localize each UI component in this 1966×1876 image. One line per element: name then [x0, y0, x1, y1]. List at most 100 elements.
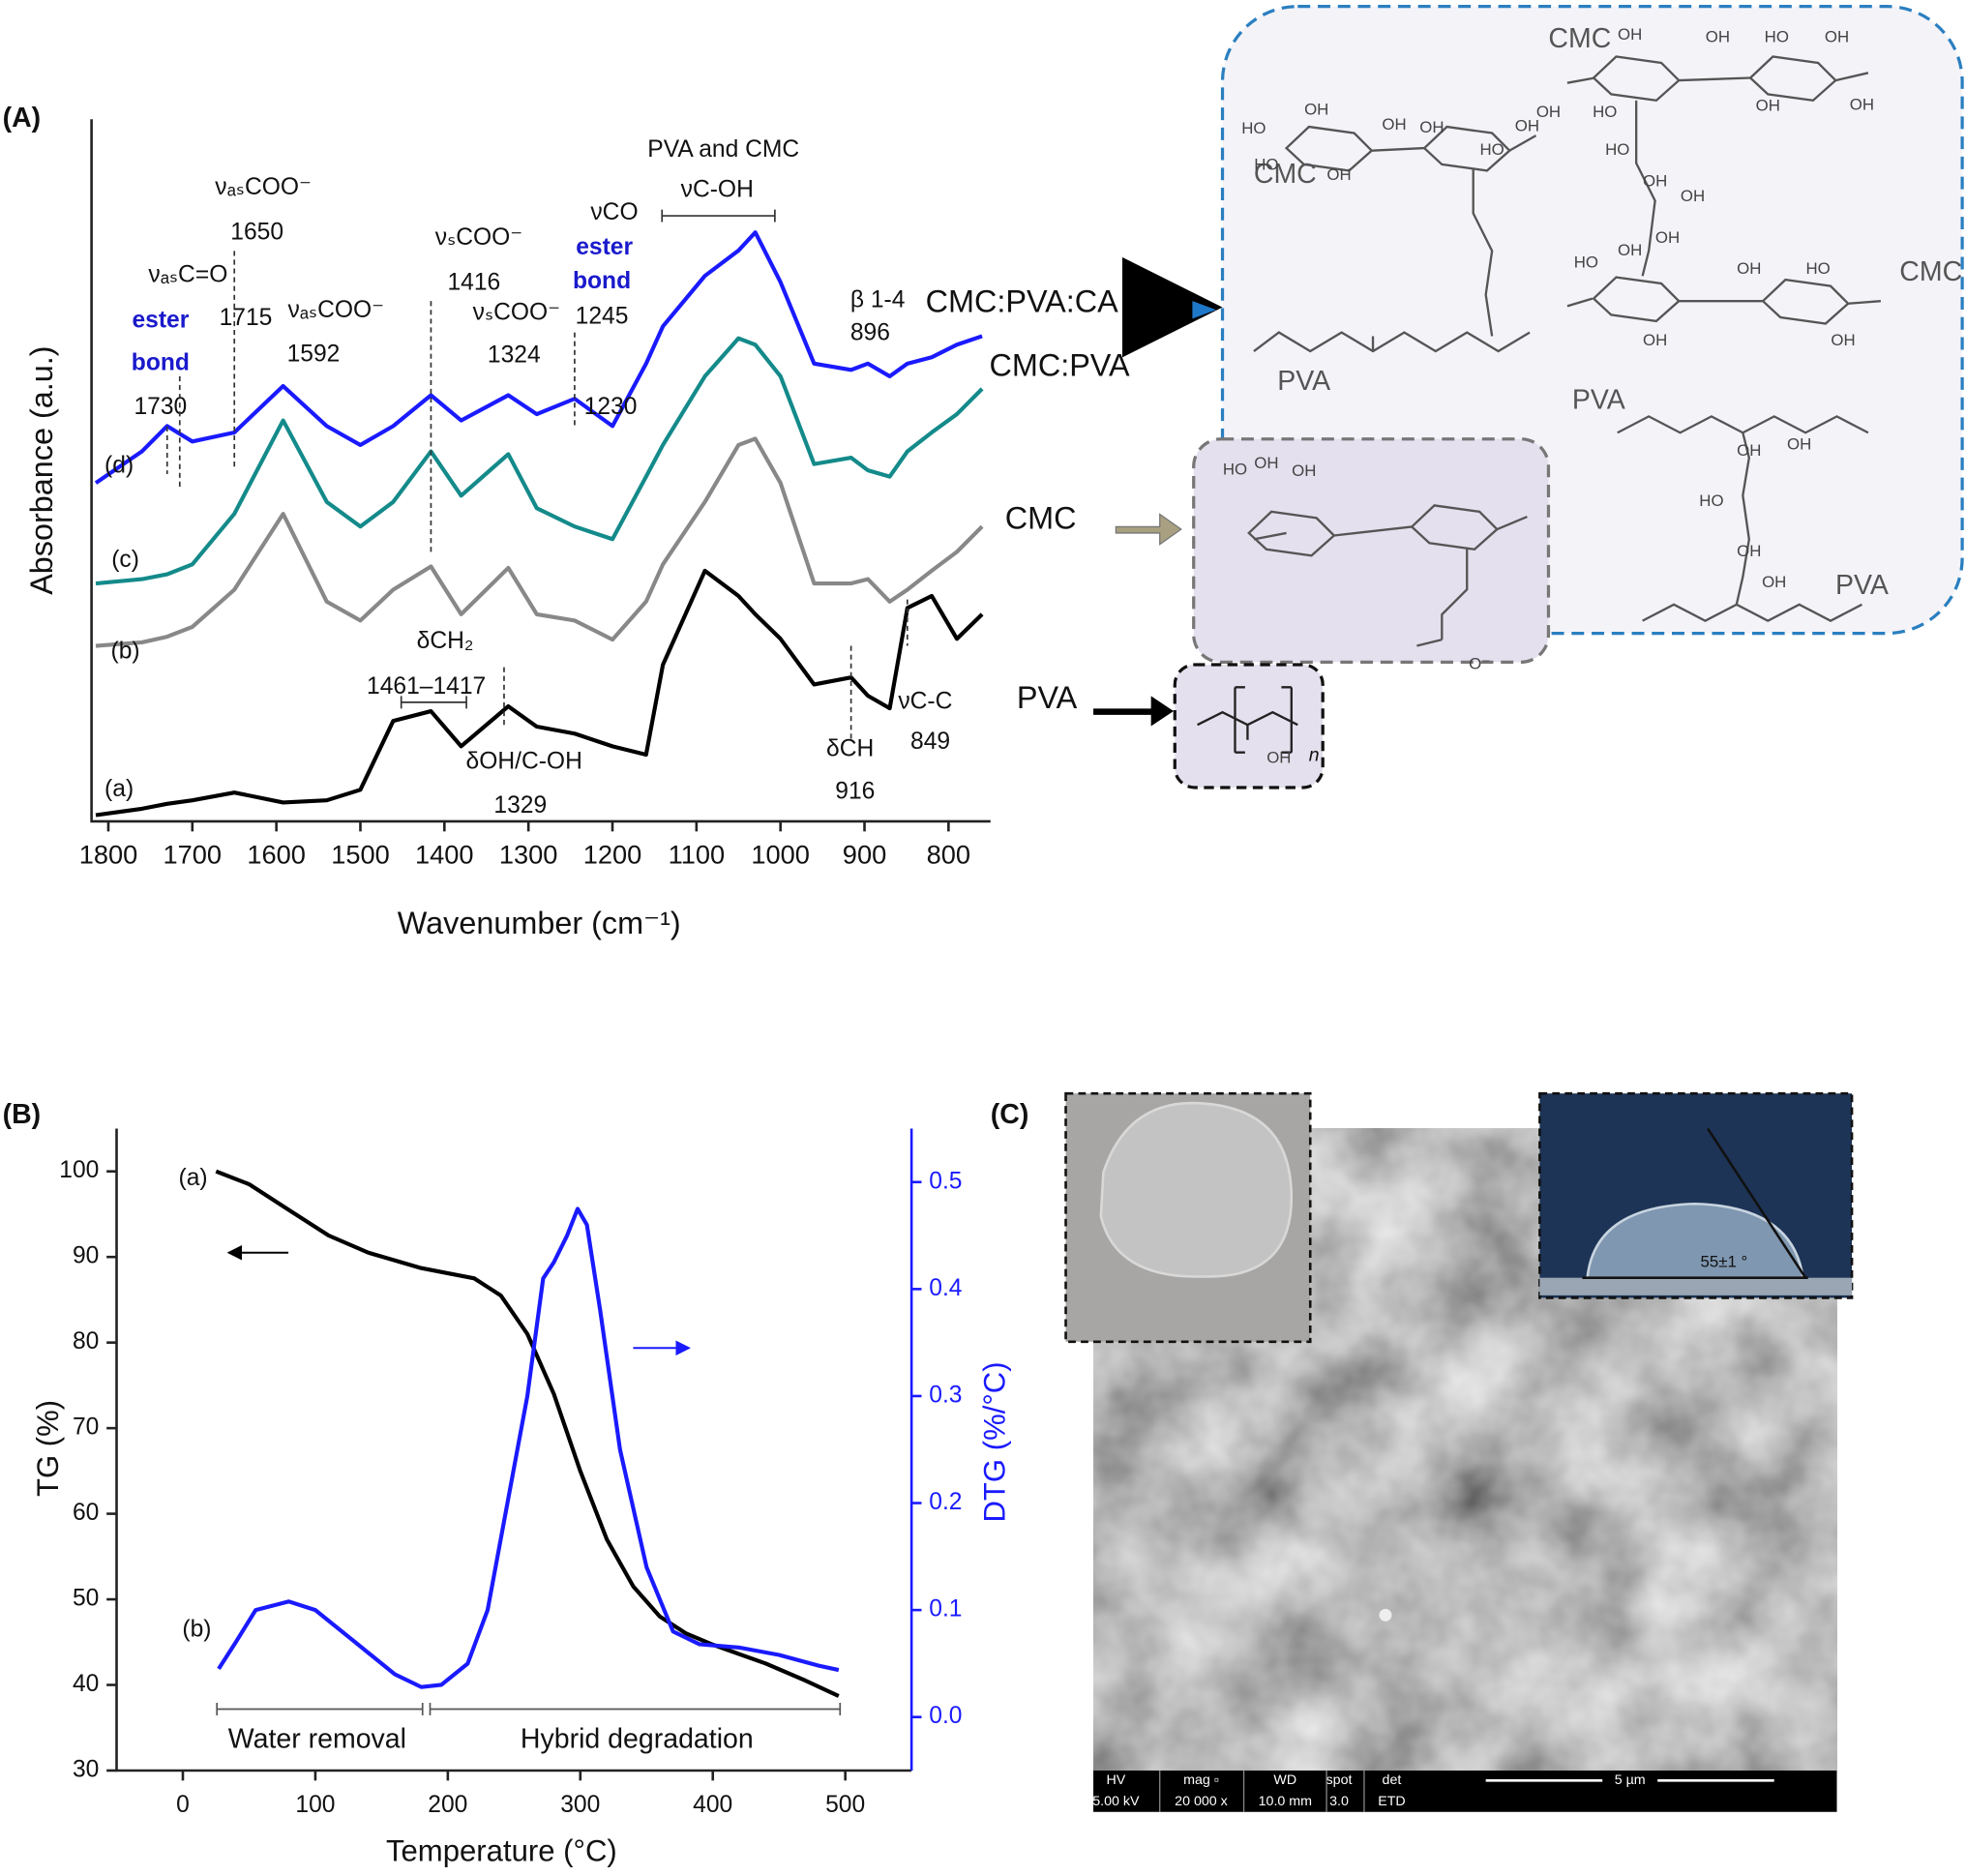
bond: [1371, 169, 1494, 352]
atom-label: OH: [1536, 103, 1561, 121]
scale-bg: [1602, 1772, 1658, 1790]
info-value: 10.0 mm: [1259, 1794, 1312, 1809]
x-tick-label: 200: [428, 1792, 467, 1818]
annotation: δCH: [826, 736, 874, 762]
atom-label: HO: [1699, 491, 1723, 510]
annotation: 1329: [493, 792, 547, 819]
x-tick-label: 1700: [164, 839, 223, 869]
arrow-pva: [1093, 696, 1174, 727]
panel-label: (B): [3, 1099, 42, 1130]
x-tick-label: 1400: [415, 839, 474, 869]
annotation: 1730: [134, 394, 188, 420]
series-line: [95, 568, 984, 818]
annotation: 1715: [220, 305, 273, 331]
annotation: 849: [910, 729, 950, 755]
annotation: 1650: [230, 220, 283, 246]
info-header: WD: [1273, 1772, 1296, 1788]
legend-label: CMC:PVA:CA: [926, 283, 1118, 318]
atom-label: OH: [1254, 454, 1278, 472]
structure-label: PVA: [1572, 384, 1625, 415]
structure-label: CMC: [1548, 23, 1611, 54]
annotation: ester: [132, 307, 189, 333]
annotation: 1324: [488, 342, 541, 369]
structure-label: PVA: [1277, 366, 1330, 397]
series-label: (a): [179, 1165, 208, 1191]
atom-label: OH: [1850, 95, 1874, 113]
y-axis-label: TG (%): [31, 1400, 65, 1497]
y-tick-label: 60: [73, 1500, 99, 1526]
atom-label: OH: [1655, 228, 1680, 247]
structure-label: CMC: [1254, 159, 1317, 190]
bond: [1371, 72, 1881, 305]
annotation: 1230: [584, 394, 638, 420]
tangent: [1706, 1127, 1807, 1279]
sugar-ring: [1761, 278, 1850, 325]
atom-label: OH: [1756, 97, 1780, 115]
x-tick-label: 1500: [331, 839, 390, 869]
atom-label: OH: [1681, 187, 1705, 205]
annotation: 1592: [287, 341, 341, 367]
bond: [1635, 100, 1750, 606]
bond: [1253, 331, 1531, 353]
x-axis-label: Temperature (°C): [386, 1834, 617, 1868]
y2-axis-label: DTG (%/°C): [977, 1361, 1011, 1522]
atom-label: OH: [1787, 435, 1811, 454]
atom-label: OH: [1515, 116, 1539, 134]
substrate: [1539, 1277, 1853, 1295]
panel-label: (C): [991, 1099, 1029, 1130]
annotation: bond: [132, 349, 190, 375]
bond: [1642, 603, 1862, 622]
annotation: νₐₛC=O: [148, 262, 227, 288]
series-line: [95, 336, 984, 586]
sugar-ring: [1410, 504, 1500, 551]
bracket: [661, 209, 776, 223]
atom-label: HO: [1574, 253, 1598, 272]
annotation: νₛCOO⁻: [435, 224, 523, 251]
annotation: Water removal: [228, 1723, 406, 1754]
contact-angle: 55±1 °: [1701, 1253, 1748, 1271]
bracket: [400, 696, 467, 709]
y2-tick-label: 0.3: [929, 1382, 962, 1408]
y-tick-label: 70: [73, 1414, 99, 1441]
x-tick-label: 900: [843, 839, 886, 869]
structure-label: CMC: [1899, 256, 1962, 287]
atom-label: OH: [1643, 331, 1667, 349]
structure-label: PVA: [1835, 570, 1889, 601]
annotation: νC-C: [898, 688, 952, 714]
y-axis-label: Absorbance (a.u.): [24, 345, 59, 594]
info-header: mag ▫: [1183, 1772, 1219, 1788]
structure-box-pva: [1173, 663, 1325, 789]
y-tick-label: 50: [73, 1586, 99, 1612]
arrow-ca-head: [1192, 301, 1217, 319]
pva-unit: [1197, 686, 1298, 754]
annotation: δOH/C-OH: [466, 749, 582, 775]
atom-label: OH: [1618, 241, 1642, 259]
info-header: spot: [1326, 1772, 1353, 1788]
annotation: νₛCOO⁻: [473, 300, 561, 326]
series-label: (b): [111, 639, 140, 665]
sem-speck: [1379, 1608, 1392, 1622]
x-axis-label: Wavenumber (cm⁻¹): [398, 906, 681, 940]
annotation: β 1-4: [850, 287, 906, 313]
atom-label: OH: [1382, 115, 1406, 134]
annotation: νₐₛCOO⁻: [287, 297, 384, 323]
atom-label: OH: [1737, 441, 1761, 460]
scale-label: 5 µm: [1615, 1772, 1646, 1788]
series-label: (d): [104, 453, 134, 479]
atom-label: HO: [1223, 461, 1247, 479]
y-tick-label: 100: [59, 1157, 99, 1183]
x-tick-label: 1300: [499, 839, 558, 869]
atom-label: OH: [1618, 25, 1642, 44]
panel-label: (A): [3, 103, 42, 134]
annotation: 1245: [576, 304, 629, 330]
info-value: 20 000 x: [1175, 1794, 1228, 1809]
atom-label: OH: [1737, 259, 1761, 278]
x-tick-label: 1000: [751, 839, 810, 869]
bond: [1416, 548, 1469, 647]
atom-label: OH: [1266, 749, 1291, 767]
x-tick-label: 500: [825, 1792, 865, 1818]
info-header: HV: [1106, 1772, 1125, 1788]
y-tick-label: 30: [73, 1756, 99, 1782]
series-line: [217, 1206, 840, 1689]
series-line: [94, 230, 983, 485]
